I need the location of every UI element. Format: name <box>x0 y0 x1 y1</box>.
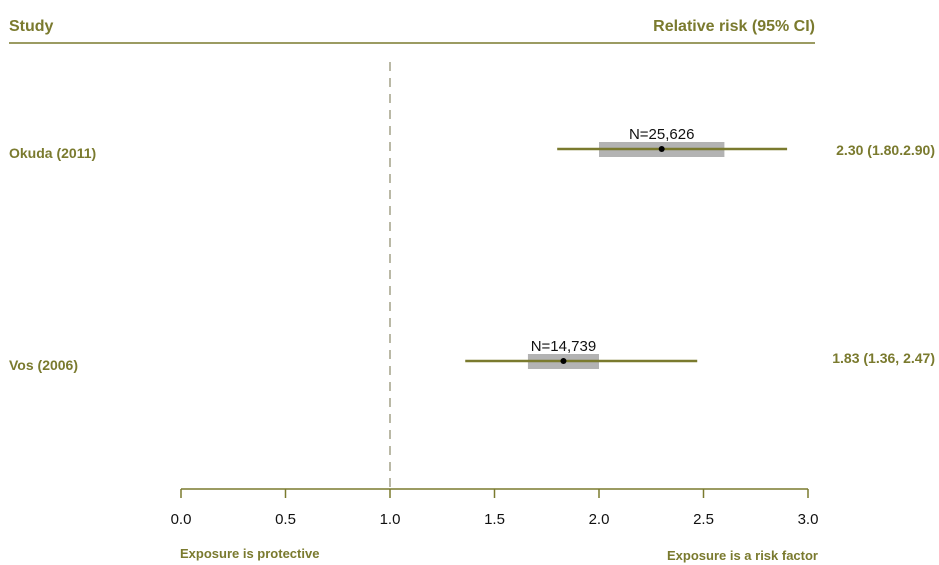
study-name: Vos (2006) <box>9 357 78 373</box>
x-tick-label: 1.0 <box>380 511 401 528</box>
relative-risk-value: 1.83 (1.36, 2.47) <box>832 350 935 366</box>
x-tick-label: 3.0 <box>798 511 819 528</box>
protective-annotation: Exposure is protective <box>180 546 319 561</box>
study-name: Okuda (2011) <box>9 145 96 161</box>
x-axis: 0.0 0.5 1.0 1.5 2.0 2.5 3.0 <box>171 488 819 528</box>
x-tick-label: 2.5 <box>693 511 714 528</box>
point-estimate <box>658 146 665 152</box>
relative-risk-value: 2.30 (1.80.2.90) <box>836 142 935 158</box>
relative-risk-header: Relative risk (95% CI) <box>653 18 815 35</box>
sample-size-label: N=14,739 <box>531 338 596 355</box>
study-row: Okuda (2011) N=25,626 2.30 (1.80.2.90) <box>9 126 935 161</box>
study-rows: Okuda (2011) N=25,626 2.30 (1.80.2.90) Vos … <box>9 126 935 373</box>
x-tick-label: 0.5 <box>275 511 296 528</box>
study-row: Vos (2006) N=14,739 1.83 (1.36, 2.47) <box>9 338 935 373</box>
x-tick-label: 1.5 <box>484 511 505 528</box>
point-estimate <box>560 358 567 364</box>
study-header: Study <box>9 18 54 35</box>
risk-factor-annotation: Exposure is a risk factor <box>667 548 818 563</box>
x-tick-label: 0.0 <box>171 511 192 528</box>
x-tick-label: 2.0 <box>589 511 610 528</box>
sample-size-label: N=25,626 <box>629 126 694 143</box>
